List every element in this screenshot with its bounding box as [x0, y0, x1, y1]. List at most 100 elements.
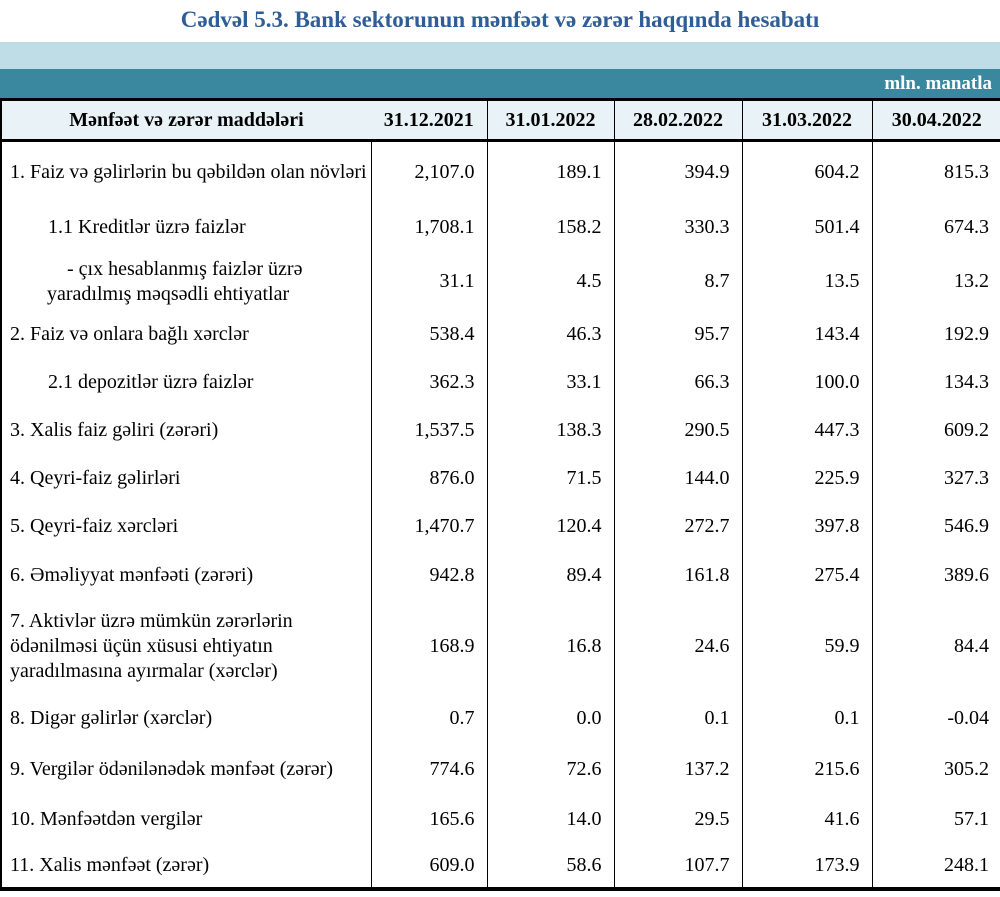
cell-value: 33.1 — [486, 358, 614, 407]
table-row: 11. Xalis mənfəət (zərər) 609.0 58.6 107.7 1… — [0, 844, 1000, 891]
cell-value: 362.3 — [370, 358, 487, 407]
row-label: 8. Digər gəlirlər (xərclər) — [0, 692, 371, 745]
table-row: 6. Əməliyyat mənfəəti (zərəri) 942.8 89.4 1… — [0, 550, 1000, 601]
column-header-date: 30.04.2022 — [871, 98, 1000, 142]
cell-value: 13.2 — [871, 252, 1000, 311]
profit-loss-table: Mənfəət və zərər maddələri 31.12.2021 31.0… — [0, 98, 1000, 891]
cell-value: 57.1 — [871, 794, 1000, 845]
table-row: 3. Xalis faiz gəliri (zərəri) 1,537.5 138.… — [0, 406, 1000, 455]
table-row: 9. Vergilər ödənilənədək mənfəət (zərər)… — [0, 744, 1000, 795]
table-row: 8. Digər gəlirlər (xərclər) 0.7 0.0 0.1 0.1-… — [0, 692, 1000, 745]
table-row: 1. Faiz və gəlirlərin bu qəbildən olan n… — [0, 140, 1000, 203]
cell-value: 168.9 — [370, 600, 487, 693]
table-row: 2. Faiz və onlara bağlı xərclər 538.4 46.3… — [0, 310, 1000, 359]
cell-value: 0.0 — [486, 692, 614, 745]
cell-value: 107.7 — [613, 844, 742, 891]
cell-value: 161.8 — [613, 550, 742, 601]
cell-value: 16.8 — [486, 600, 614, 693]
row-label: 5. Qeyri-faiz xərcləri — [0, 502, 371, 551]
cell-value: 0.7 — [370, 692, 487, 745]
unit-band: mln. manatla — [0, 69, 1000, 98]
cell-value: 0.1 — [741, 692, 872, 745]
cell-value: 24.6 — [613, 600, 742, 693]
cell-value: 327.3 — [871, 454, 1000, 503]
cell-value: 248.1 — [871, 844, 1000, 891]
cell-value: 389.6 — [871, 550, 1000, 601]
decorative-band-light — [0, 42, 1000, 69]
cell-value: 31.1 — [370, 252, 487, 311]
unit-label: mln. manatla — [884, 73, 992, 94]
table-header: Mənfəət və zərər maddələri 31.12.2021 31.0… — [0, 98, 1000, 142]
cell-value: 215.6 — [741, 744, 872, 795]
cell-value: 95.7 — [613, 310, 742, 359]
row-label: 2. Faiz və onlara bağlı xərclər — [0, 310, 371, 359]
cell-value: 173.9 — [741, 844, 872, 891]
cell-value: 71.5 — [486, 454, 614, 503]
cell-value: -0.04 — [871, 692, 1000, 745]
cell-value: 447.3 — [741, 406, 872, 455]
table-header-row: Mənfəət və zərər maddələri 31.12.2021 31.0… — [0, 98, 1000, 142]
row-label: 3. Xalis faiz gəliri (zərəri) — [0, 406, 371, 455]
table-row: 1.1 Kreditlər üzrə faizlər 1,708.1 158.2 33… — [0, 202, 1000, 253]
cell-value: 538.4 — [370, 310, 487, 359]
cell-value: 394.9 — [613, 140, 742, 203]
row-label: 2.1 depozitlər üzrə faizlər — [0, 358, 371, 407]
cell-value: 143.4 — [741, 310, 872, 359]
cell-value: 89.4 — [486, 550, 614, 601]
cell-value: 29.5 — [613, 794, 742, 845]
cell-value: 774.6 — [370, 744, 487, 795]
column-header-date: 31.01.2022 — [486, 98, 614, 142]
row-label: 6. Əməliyyat mənfəəti (zərəri) — [0, 550, 371, 601]
cell-value: 397.8 — [741, 502, 872, 551]
row-label: 10. Mənfəətdən vergilər — [0, 794, 371, 845]
table-row: 10. Mənfəətdən vergilər 165.6 14.0 29.5 41.6… — [0, 794, 1000, 845]
cell-value: 275.4 — [741, 550, 872, 601]
cell-value: 609.2 — [871, 406, 1000, 455]
cell-value: 305.2 — [871, 744, 1000, 795]
cell-value: 41.6 — [741, 794, 872, 845]
cell-value: 134.3 — [871, 358, 1000, 407]
column-header-date: 31.03.2022 — [741, 98, 872, 142]
table-row: 7. Aktivlər üzrə mümkün zərərlərin ödəni… — [0, 600, 1000, 693]
cell-value: 1,537.5 — [370, 406, 487, 455]
row-label: 4. Qeyri-faiz gəlirləri — [0, 454, 371, 503]
cell-value: 501.4 — [741, 202, 872, 253]
cell-value: 138.3 — [486, 406, 614, 455]
cell-value: 1,470.7 — [370, 502, 487, 551]
cell-value: 8.7 — [613, 252, 742, 311]
cell-value: 4.5 — [486, 252, 614, 311]
cell-value: 192.9 — [871, 310, 1000, 359]
cell-value: 120.4 — [486, 502, 614, 551]
cell-value: 546.9 — [871, 502, 1000, 551]
row-label: 7. Aktivlər üzrə mümkün zərərlərin ödəni… — [0, 600, 371, 693]
row-label: 9. Vergilər ödənilənədək mənfəət (zərər) — [0, 744, 371, 795]
column-header-date: 31.12.2021 — [371, 98, 487, 142]
cell-value: 290.5 — [613, 406, 742, 455]
cell-value: 225.9 — [741, 454, 872, 503]
cell-value: 100.0 — [741, 358, 872, 407]
table-row: 2.1 depozitlər üzrə faizlər 362.3 33.1 66.3… — [0, 358, 1000, 407]
cell-value: 330.3 — [613, 202, 742, 253]
cell-value: 72.6 — [486, 744, 614, 795]
cell-value: 158.2 — [486, 202, 614, 253]
cell-value: 14.0 — [486, 794, 614, 845]
cell-value: 84.4 — [871, 600, 1000, 693]
table-row: 4. Qeyri-faiz gəlirləri 876.0 71.5 144.0 225… — [0, 454, 1000, 503]
table-body: 1. Faiz və gəlirlərin bu qəbildən olan n… — [0, 140, 1000, 891]
cell-value: 144.0 — [613, 454, 742, 503]
cell-value: 674.3 — [871, 202, 1000, 253]
cell-value: 137.2 — [613, 744, 742, 795]
cell-value: 66.3 — [613, 358, 742, 407]
row-label: - çıx hesablanmış faizlər üzrə yaradılmı… — [0, 252, 371, 311]
cell-value: 604.2 — [741, 140, 872, 203]
cell-value: 59.9 — [741, 600, 872, 693]
cell-value: 609.0 — [370, 844, 487, 891]
table-row: 5. Qeyri-faiz xərcləri 1,470.7 120.4 272.7 3… — [0, 502, 1000, 551]
table-row: - çıx hesablanmış faizlər üzrə yaradılmı… — [0, 252, 1000, 311]
row-label: 1.1 Kreditlər üzrə faizlər — [0, 202, 371, 253]
row-label: 1. Faiz və gəlirlərin bu qəbildən olan n… — [0, 140, 371, 203]
cell-value: 0.1 — [613, 692, 742, 745]
cell-value: 13.5 — [741, 252, 872, 311]
cell-value: 272.7 — [613, 502, 742, 551]
